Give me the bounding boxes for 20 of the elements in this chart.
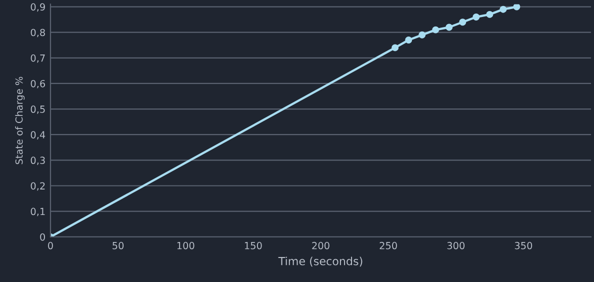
x-axis-title: Time (seconds) (278, 256, 362, 267)
x-tick-label: 250 (380, 242, 397, 250)
y-tick-label: 0,2 (30, 182, 45, 191)
y-tick-label: 0,7 (30, 54, 45, 63)
y-tick-label: 0,5 (30, 106, 45, 114)
y-tick-label: 0,3 (30, 156, 45, 166)
x-tick-label: 0 (48, 242, 53, 250)
y-tick-label: 0,6 (30, 80, 46, 88)
x-tick-label: 350 (514, 242, 532, 250)
y-tick-label: 0,4 (30, 131, 46, 140)
x-tick-label: 200 (312, 242, 330, 250)
x-tick-label: 50 (112, 242, 124, 250)
x-tick-label: 300 (447, 242, 465, 250)
y-tick-label: 0 (40, 233, 45, 241)
x-tick-label: 150 (244, 242, 262, 250)
y-tick-label: 0,9 (30, 3, 45, 12)
x-tick-label: 100 (177, 242, 194, 250)
y-tick-label: 0,8 (30, 28, 45, 38)
y-tick-label: 0,1 (30, 208, 45, 216)
y-axis-title: State of Charge % (15, 76, 25, 164)
